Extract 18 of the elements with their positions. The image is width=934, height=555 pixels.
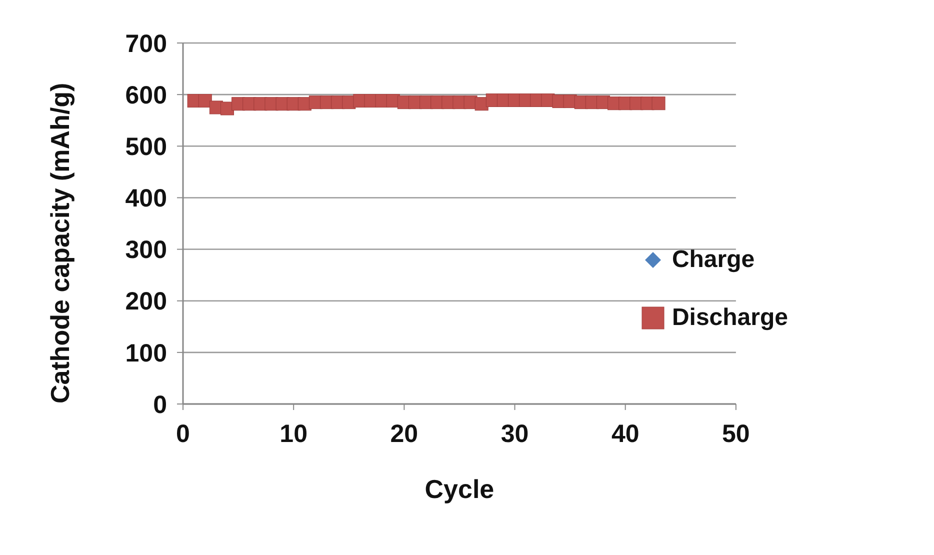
x-tick-label: 20 (390, 420, 418, 448)
y-axis-title: Cathode capacity (mAh/g) (45, 82, 76, 404)
x-tick-label: 30 (500, 420, 529, 448)
y-tick-label: 500 (125, 133, 167, 162)
y-tick-label: 600 (125, 81, 167, 110)
y-tick-label: 100 (125, 339, 167, 368)
y-tick-label: 700 (125, 30, 167, 58)
legend-label: Discharge (672, 304, 788, 332)
y-tick-label: 400 (125, 184, 167, 213)
x-tick-label: 40 (611, 420, 640, 448)
legend-label: Charge (672, 246, 755, 274)
x-tick-label: 0 (176, 420, 190, 448)
x-axis-title: Cycle (424, 474, 494, 504)
x-tick-label: 10 (280, 420, 308, 448)
y-tick-label: 300 (125, 236, 167, 264)
x-tick-label: 50 (722, 420, 750, 448)
y-tick-label: 200 (125, 288, 167, 316)
y-tick-label: 0 (153, 390, 167, 419)
